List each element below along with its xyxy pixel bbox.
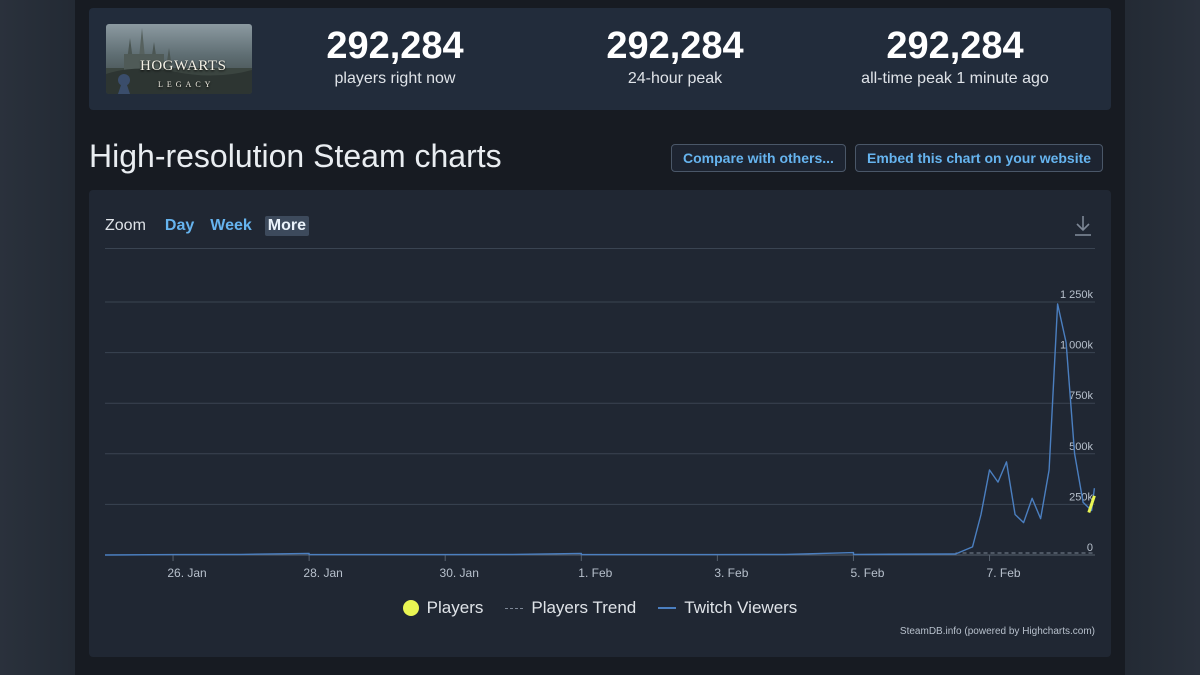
castle-image	[106, 28, 252, 94]
game-logo-subtitle: LEGACY	[158, 80, 215, 89]
legend-item-players[interactable]: Players	[402, 598, 484, 618]
y-tick-label: 750k	[1069, 390, 1093, 402]
player-stats-card: HOGWARTS LEGACY 292,284 players right no…	[89, 8, 1111, 110]
chart-card: Zoom Day Week More 0 250k 500k 750k 1 000k 1 …	[89, 190, 1111, 657]
trend-legend-marker	[505, 607, 524, 609]
zoom-week-button[interactable]: Week	[210, 217, 252, 234]
stat-label: 24-hour peak	[627, 70, 723, 87]
x-tick-label: 1. Feb	[578, 566, 612, 580]
stat-all-time-peak: 292,284 all-time peak 1 minute ago	[835, 24, 1075, 88]
download-icon[interactable]	[1073, 214, 1093, 238]
players-series-line	[1087, 495, 1096, 513]
main-content: HOGWARTS LEGACY 292,284 players right no…	[75, 0, 1125, 675]
players-legend-marker	[402, 600, 419, 616]
zoom-label: Zoom	[105, 217, 146, 234]
twitch-viewers-series-line	[104, 303, 1096, 556]
zoom-more-button[interactable]: More	[264, 216, 310, 236]
game-logo-title: HOGWARTS	[140, 58, 227, 74]
chart-legend: Players Players Trend Twitch Viewers	[89, 598, 1111, 618]
stat-label: all-time peak 1 minute ago	[861, 70, 1049, 87]
x-tick-label: 26. Jan	[167, 566, 206, 580]
legend-label: Twitch Viewers	[684, 598, 798, 617]
stat-24h-peak: 292,284 24-hour peak	[555, 24, 795, 88]
zoom-day-button[interactable]: Day	[164, 217, 195, 234]
y-tick-label: 500k	[1069, 441, 1093, 453]
x-tick-label: 7. Feb	[987, 566, 1021, 580]
y-tick-label: 250k	[1069, 491, 1093, 503]
page-side-left	[0, 0, 75, 675]
stat-label: players right now	[334, 70, 456, 87]
y-tick-label: 1 000k	[1060, 340, 1094, 352]
embed-chart-button[interactable]: Embed this chart on your website	[855, 144, 1104, 172]
stat-value: 292,284	[606, 25, 744, 67]
page-title: High-resolution Steam charts	[89, 138, 502, 174]
steam-chart: 0 250k 500k 750k 1 000k 1 250k 26. Jan 28. Jan 3…	[104, 289, 1096, 580]
stat-value: 292,284	[326, 25, 464, 67]
y-tick-label: 0	[1087, 542, 1093, 554]
stat-players-now: 292,284 players right now	[275, 24, 515, 88]
game-thumbnail[interactable]: HOGWARTS LEGACY	[106, 24, 252, 94]
stat-value: 292,284	[886, 25, 1024, 67]
twitch-legend-marker	[658, 607, 677, 609]
page-side-right	[1125, 0, 1200, 675]
x-tick-label: 30. Jan	[440, 566, 479, 580]
x-tick-label: 5. Feb	[850, 566, 884, 580]
x-tick-label: 28. Jan	[303, 566, 342, 580]
compare-button[interactable]: Compare with others...	[671, 144, 846, 172]
y-tick-label: 1 250k	[1060, 289, 1094, 301]
legend-label: Players	[426, 598, 484, 617]
zoom-controls: Zoom Day Week More	[105, 214, 310, 238]
zoom-divider	[105, 248, 1095, 249]
legend-item-twitch-viewers[interactable]: Twitch Viewers	[658, 598, 797, 618]
game-logo-text: HOGWARTS LEGACY	[140, 58, 250, 92]
x-tick-label: 3. Feb	[714, 566, 748, 580]
chart-credit[interactable]: SteamDB.info (powered by Highcharts.com)	[899, 626, 1095, 637]
legend-label: Players Trend	[531, 598, 637, 617]
legend-item-players-trend[interactable]: Players Trend	[505, 598, 636, 618]
